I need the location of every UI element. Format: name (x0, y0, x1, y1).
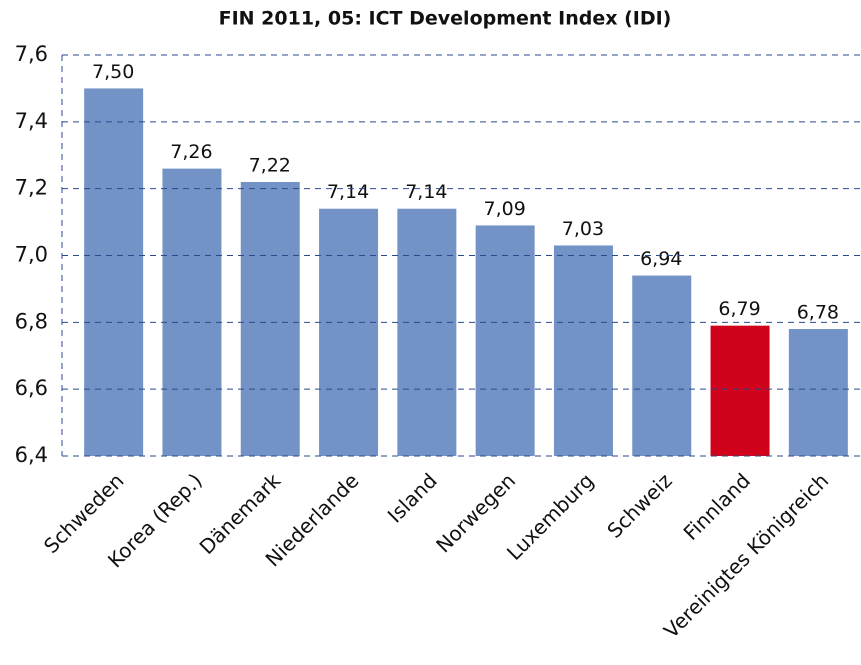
x-tick-label: Finnland (679, 468, 755, 544)
bar (319, 208, 379, 456)
bar (162, 168, 222, 456)
x-tick-label: Schweiz (602, 468, 676, 542)
value-label: 7,03 (562, 218, 604, 240)
y-tick-label: 7,4 (15, 109, 48, 133)
value-label: 7,14 (327, 181, 369, 203)
y-tick-label: 7,6 (15, 42, 48, 66)
y-tick-label: 7,0 (15, 243, 48, 267)
y-tick-label: 6,8 (15, 309, 48, 333)
bar (240, 181, 300, 456)
y-tick-label: 6,4 (15, 443, 48, 467)
value-label: 7,26 (170, 141, 212, 163)
x-tick-label: Island (383, 468, 442, 527)
value-label: 6,79 (718, 298, 760, 320)
value-label: 7,14 (405, 181, 447, 203)
bar (475, 225, 535, 456)
bar (553, 245, 613, 456)
value-label: 7,22 (249, 154, 291, 176)
bar (84, 88, 144, 457)
value-label: 7,09 (483, 198, 525, 220)
bar (788, 329, 848, 456)
bar (632, 275, 692, 456)
y-tick-label: 7,2 (15, 176, 48, 200)
value-label: 7,50 (92, 61, 134, 83)
value-label: 6,78 (797, 302, 839, 324)
bar (397, 208, 457, 456)
chart-title: FIN 2011, 05: ICT Development Index (IDI… (219, 8, 672, 30)
x-tick-label: Vereinigtes Königreich (659, 468, 833, 642)
bar (710, 325, 770, 456)
y-tick-label: 6,6 (15, 376, 48, 400)
value-label: 6,94 (640, 248, 682, 270)
